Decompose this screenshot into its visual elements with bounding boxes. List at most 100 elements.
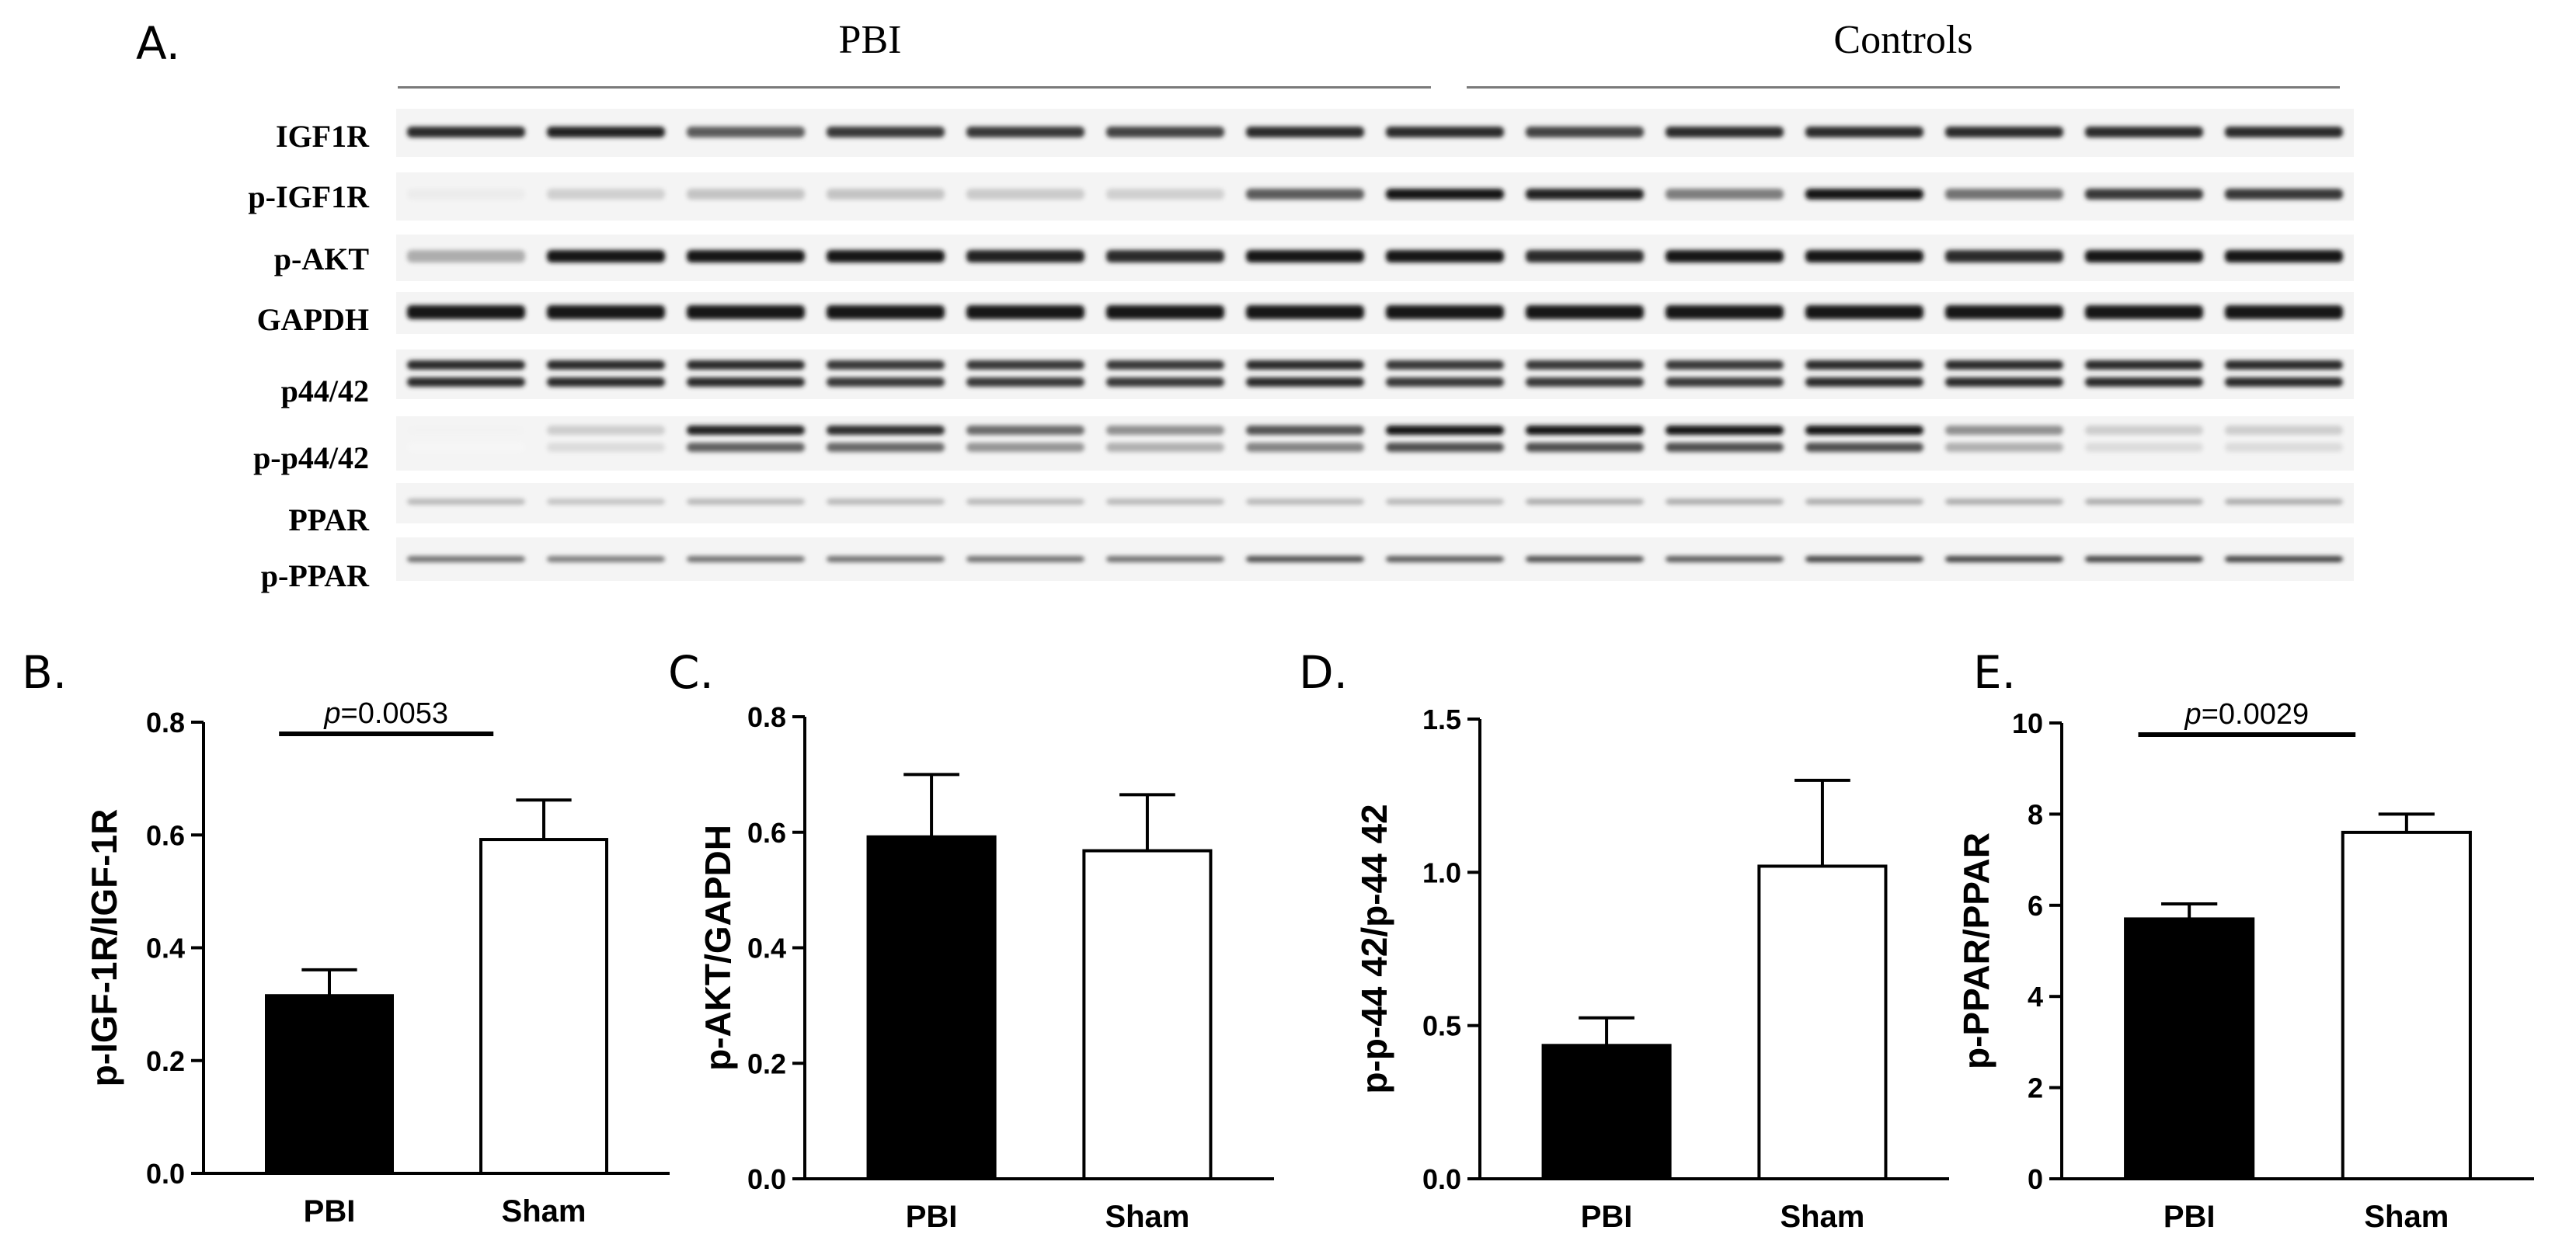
x-tick-label: Sham — [502, 1194, 587, 1228]
p-value-label: p=0.0029 — [2184, 698, 2310, 731]
blot-band-r2-lane7 — [1246, 189, 1364, 200]
band-label-4: GAPDH — [256, 302, 369, 337]
blot-band-r6-lane9-1 — [1526, 426, 1644, 435]
blot-band-r6-lane3-1 — [687, 426, 805, 435]
blot-band-r7-lane8 — [1386, 499, 1504, 505]
y-tick-label: 4 — [2028, 981, 2043, 1013]
blot-band-r7-lane2 — [547, 499, 665, 505]
blot-band-r4-lane5 — [966, 305, 1084, 319]
blot-band-r6-lane11-1 — [1805, 426, 1923, 435]
blot-band-r6-lane6-1 — [1106, 426, 1224, 435]
blot-band-r2-lane10 — [1666, 189, 1784, 200]
p-value: =0.0029 — [2202, 698, 2309, 731]
blot-band-r3-lane3 — [687, 250, 805, 262]
blot-band-r5-lane2-1 — [547, 360, 665, 370]
blot-band-r3-lane4 — [827, 250, 945, 262]
blot-band-r6-lane12-1 — [1945, 426, 2063, 435]
blot-band-r6-lane1-1 — [407, 426, 525, 435]
blot-band-r8-lane14 — [2225, 556, 2343, 562]
blot-band-r4-lane1 — [407, 305, 525, 319]
blot-band-r5-lane12-1 — [1945, 360, 2063, 370]
blot-band-r5-lane4-2 — [827, 377, 945, 387]
p-value-label: p=0.0053 — [323, 697, 448, 730]
blot-band-r4-lane13 — [2085, 305, 2203, 319]
blot-band-r2-lane6 — [1106, 189, 1224, 200]
blot-band-r2-lane12 — [1945, 189, 2063, 200]
blot-band-r2-lane9 — [1526, 189, 1644, 200]
blot-band-r1-lane1 — [407, 127, 525, 137]
blot-band-r7-lane14 — [2225, 499, 2343, 505]
y-tick-label: 0.4 — [747, 933, 786, 964]
x-tick-label: Sham — [1780, 1200, 1864, 1234]
band-label-8: p-PPAR — [260, 558, 369, 593]
blot-band-r7-lane7 — [1246, 499, 1364, 505]
blot-band-r6-lane1-2 — [407, 443, 525, 452]
bar-pbi — [866, 835, 997, 1180]
blot-band-r5-lane11-1 — [1805, 360, 1923, 370]
blot-band-r6-lane13-1 — [2085, 426, 2203, 435]
blot-band-r5-lane8-2 — [1386, 377, 1504, 387]
blot-band-r1-lane4 — [827, 127, 945, 137]
blot-band-r5-lane7-2 — [1246, 377, 1364, 387]
blot-band-r6-lane8-2 — [1386, 443, 1504, 452]
blot-band-r5-lane11-2 — [1805, 377, 1923, 387]
blot-band-r3-lane5 — [966, 250, 1084, 262]
blot-band-r6-lane13-2 — [2085, 443, 2203, 452]
blot-band-r3-lane12 — [1945, 250, 2063, 262]
chart-3: 0.0 0.5 1.0 1.5 p-p-44 42/p-44 42 PBI Sham — [1354, 704, 1949, 1234]
blot-band-r5-lane10-1 — [1666, 360, 1784, 370]
blot-band-r6-lane7-1 — [1246, 426, 1364, 435]
y-tick-label: 0.2 — [747, 1048, 786, 1079]
panel-a-letter: A. — [136, 17, 181, 70]
band-label-2: p-IGF1R — [248, 179, 369, 214]
blot-band-r6-lane10-2 — [1666, 443, 1784, 452]
y-tick-label: 8 — [2028, 798, 2043, 830]
blot-band-r8-lane1 — [407, 556, 525, 562]
bar-sham — [2341, 830, 2472, 1180]
blot-band-r5-lane13-2 — [2085, 377, 2203, 387]
blot-band-r3-lane6 — [1106, 250, 1224, 262]
blot-band-r8-lane9 — [1526, 556, 1644, 562]
blot-band-r2-lane13 — [2085, 189, 2203, 200]
chart-2: 0.0 0.2 0.4 0.6 0.8 p-AKT/GAPDH PBI Sham — [698, 701, 1274, 1234]
blot-band-r6-lane11-2 — [1805, 443, 1923, 452]
blot-band-r7-lane10 — [1666, 499, 1784, 505]
blot-band-r4-lane6 — [1106, 305, 1224, 319]
blot-band-r6-lane4-1 — [827, 426, 945, 435]
blot-band-r1-lane11 — [1805, 127, 1923, 137]
x-tick-label: PBI — [1581, 1200, 1633, 1234]
blot-band-r7-lane11 — [1805, 499, 1923, 505]
blot-band-r3-lane11 — [1805, 250, 1923, 262]
blot-band-r7-lane3 — [687, 499, 805, 505]
blot-band-r4-lane2 — [547, 305, 665, 319]
bar-pbi — [265, 994, 394, 1175]
chart-1: 0.0 0.2 0.4 0.6 0.8 p-IGF-1R/IGF-1R PBI Sham p=0… — [84, 697, 670, 1228]
blot-band-r1-lane6 — [1106, 127, 1224, 137]
blot-strip-5 — [396, 349, 2354, 399]
y-tick-label: 0.6 — [747, 817, 786, 849]
blot-band-r4-lane9 — [1526, 305, 1644, 319]
chart-4: 0 2 4 6 8 10 p-PPAR/PPAR PBI Sham p=0.0029 — [1956, 698, 2534, 1234]
bar-pbi — [1541, 1044, 1672, 1180]
y-tick-label: 6 — [2028, 890, 2043, 922]
blot-band-r3-lane8 — [1386, 250, 1504, 262]
blot-band-r1-lane10 — [1666, 127, 1784, 137]
blot-band-r5-lane1-2 — [407, 377, 525, 387]
blot-band-r5-lane3-1 — [687, 360, 805, 370]
y-tick-label: 1.0 — [1422, 857, 1461, 888]
blot-band-r1-lane3 — [687, 127, 805, 137]
blot-band-r6-lane10-1 — [1666, 426, 1784, 435]
blot-band-r1-lane13 — [2085, 127, 2203, 137]
y-tick-label: 0.0 — [146, 1158, 185, 1190]
blot-band-r6-lane2-2 — [547, 443, 665, 452]
blot-band-r5-lane12-2 — [1945, 377, 2063, 387]
blot-band-r4-lane14 — [2225, 305, 2343, 319]
blot-band-r6-lane5-2 — [966, 443, 1084, 452]
blot-band-r5-lane13-1 — [2085, 360, 2203, 370]
blot-band-r3-lane14 — [2225, 250, 2343, 262]
x-tick-label: Sham — [2364, 1200, 2449, 1234]
blot-band-r3-lane10 — [1666, 250, 1784, 262]
y-tick-label: 0 — [2028, 1163, 2043, 1195]
panel-c-letter: C. — [668, 646, 714, 699]
